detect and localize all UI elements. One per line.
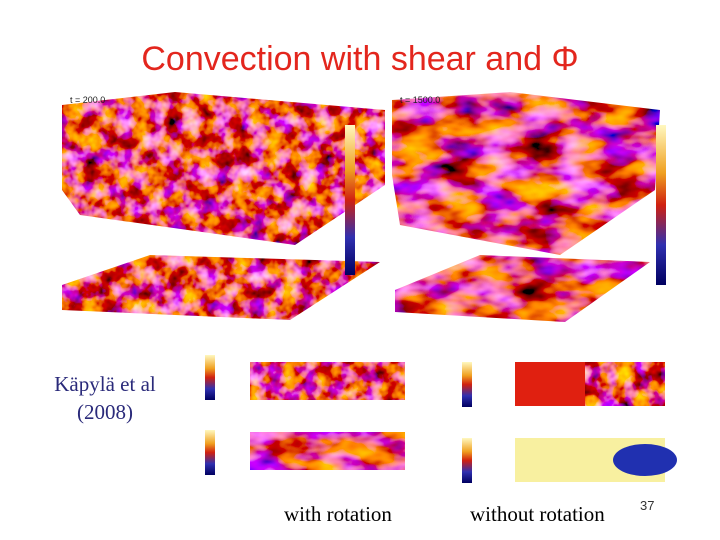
left-plots xyxy=(205,355,405,475)
slide-title: Convection with shear and Φ xyxy=(141,40,579,78)
time-label: t = 1500.0 xyxy=(400,95,440,105)
citation: (2008) xyxy=(77,400,133,424)
left-box-image: t = 200.0 xyxy=(62,92,385,320)
page-number: 37 xyxy=(640,498,655,513)
right-box-image: t = 1500.0 xyxy=(392,92,666,322)
right-plots xyxy=(462,362,677,483)
caption: without rotation xyxy=(470,502,605,526)
time-label: t = 200.0 xyxy=(70,95,105,105)
citation: Käpylä et al xyxy=(54,372,156,396)
caption: with rotation xyxy=(284,502,392,526)
